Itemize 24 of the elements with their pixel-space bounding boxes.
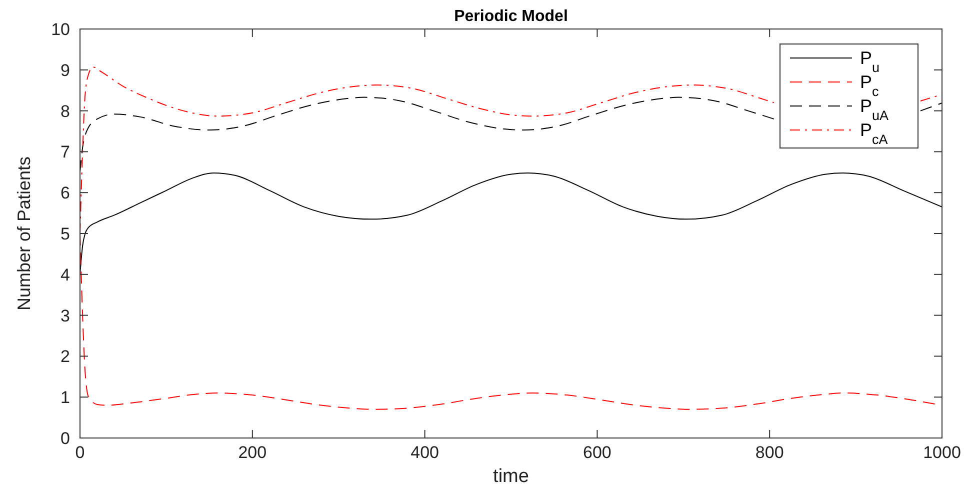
- legend-label: P$_{uA}$: [860, 96, 889, 122]
- y-tick-label: 2: [60, 347, 70, 366]
- y-tick-label: 8: [60, 102, 70, 121]
- y-axis-title: Number of Patients: [14, 156, 34, 311]
- y-tick-label: 9: [60, 60, 70, 80]
- y-tick-label: 6: [60, 184, 70, 203]
- y-tick-label: 1: [60, 388, 70, 408]
- x-tick-label: 0: [75, 443, 85, 462]
- legend-label: P$_{cA}$: [860, 120, 888, 146]
- y-tick-label: 10: [51, 20, 70, 39]
- x-tick-label: 600: [583, 443, 612, 462]
- y-tick-label: 4: [60, 265, 70, 284]
- y-tick-label: 7: [60, 142, 70, 162]
- x-tick-label: 1000: [923, 443, 961, 462]
- x-axis-title: time: [493, 466, 529, 487]
- x-tick-label: 400: [410, 443, 439, 462]
- chart-title: Periodic Model: [454, 8, 568, 25]
- y-tick-label: 3: [60, 306, 70, 326]
- x-tick-label: 800: [755, 443, 784, 462]
- y-tick-label: 5: [60, 224, 70, 244]
- legend-label: P$_{c}$: [860, 72, 880, 98]
- x-tick-label: 200: [238, 443, 267, 462]
- legend-label: P$_{u}$: [860, 48, 880, 74]
- y-tick-label: 0: [60, 428, 70, 448]
